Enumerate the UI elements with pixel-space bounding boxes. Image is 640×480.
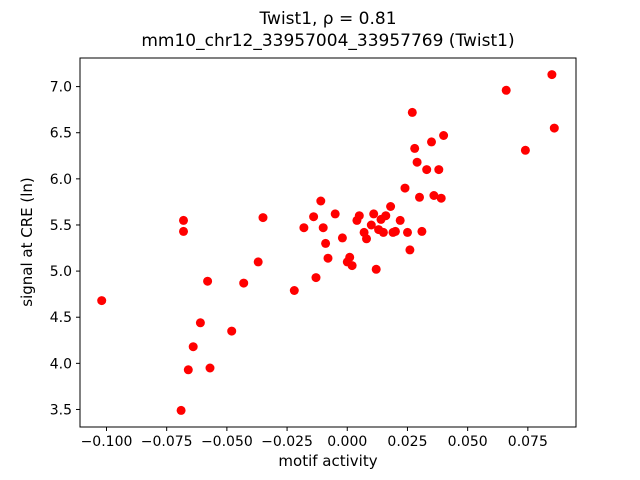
y-tick-label: 5.0 [50,264,72,280]
data-point [289,286,299,295]
x-tick-label: −0.100 [81,434,133,450]
x-tick-label: −0.025 [261,434,313,450]
data-point [330,209,340,219]
data-point [188,342,198,352]
data-point [381,211,391,221]
data-point [412,157,422,167]
chart-subtitle: mm10_chr12_33957004_33957769 (Twist1) [141,31,515,51]
data-point [179,215,188,225]
data-point [318,223,328,233]
data-point [407,107,417,117]
data-point [434,165,444,175]
data-point [547,70,557,80]
data-point [378,227,388,237]
data-point [422,165,432,175]
data-point [97,296,107,306]
data-point [253,257,263,267]
data-point [309,212,319,222]
y-tick-label: 6.0 [50,172,72,188]
axes-frame [79,57,577,428]
y-tick-label: 4.5 [50,310,72,326]
chart-title: Twist1, ρ = 0.81 [259,9,397,29]
x-tick-label: 0.050 [448,434,488,450]
data-point [323,253,333,263]
data-point [369,209,379,219]
y-tick-label: 5.5 [50,218,72,234]
data-point [205,363,215,373]
data-point [405,245,415,255]
data-point [227,326,237,336]
data-point [195,318,205,328]
data-point [439,131,449,140]
data-point [183,365,193,375]
data-point [390,226,400,236]
data-point [345,252,355,262]
data-point [316,196,326,206]
y-tick-label: 7.0 [50,80,72,96]
data-point [299,223,309,233]
x-tick-label: 0.075 [508,434,548,450]
data-point [203,276,213,286]
y-tick-label: 3.5 [50,402,72,418]
data-point [386,202,396,211]
data-point [417,226,427,236]
data-point [436,193,446,203]
data-point [427,137,436,147]
data-point [371,264,381,274]
x-tick-label: −0.050 [201,434,253,450]
x-tick-label: 0.025 [387,434,427,450]
data-point [176,405,186,415]
data-point [239,278,249,288]
x-axis-label: motif activity [278,452,378,470]
data-point [410,143,420,153]
data-point [415,192,424,202]
data-point [400,183,410,193]
data-point [179,226,188,236]
data-point [501,85,511,95]
data-point [321,238,331,248]
x-tick-label: −0.075 [141,434,193,450]
data-point [395,215,405,225]
data-point [311,273,321,283]
data-point [366,220,376,230]
x-tick-label: 0.000 [327,434,367,450]
data-point [429,191,439,200]
data-point [362,234,371,244]
data-point [258,213,268,223]
data-point [403,227,412,237]
data-point [347,261,357,271]
data-point [520,145,530,155]
y-tick-label: 4.0 [50,356,72,372]
data-point [337,233,347,243]
y-tick-label: 6.5 [50,126,72,142]
data-point [354,211,364,221]
data-point [549,123,559,133]
